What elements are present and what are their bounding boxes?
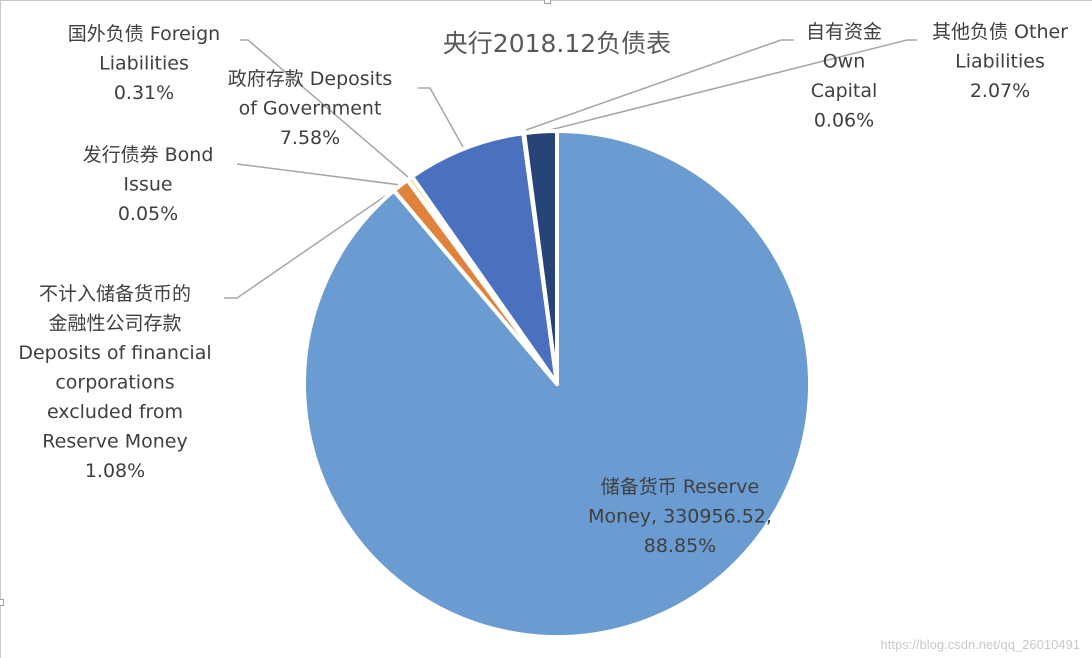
slice-label-1: 不计入储备货币的金融性公司存款 Deposits of financial corp…: [18, 283, 211, 482]
pie-slice-6[interactable]: [522, 129, 559, 386]
slice-label-line: excluded from: [47, 401, 183, 423]
slice-label-line: corporations: [55, 372, 174, 394]
slice-label-line: 储备货币 Reserve: [601, 476, 759, 498]
slice-label-line: 0.05%: [118, 203, 178, 225]
leader-line-5: [525, 39, 794, 131]
slice-label-line: 0.06%: [814, 110, 874, 132]
watermark: https://blog.csdn.net/qq_26010491: [880, 637, 1081, 652]
slice-label-5: 自有资金 Own Capital 0.06%: [806, 21, 882, 132]
slice-labels: 储备货币 Reserve Money, 330956.52, 88.85% 不计入储备…: [18, 21, 1068, 557]
slice-label-6: 其他负债 Other Liabilities 2.07%: [932, 21, 1068, 102]
slice-label-line: 政府存款 Deposits: [228, 68, 393, 90]
resize-handle-top[interactable]: [544, 0, 551, 4]
slice-label-line: Issue: [123, 174, 172, 196]
pie-slices: [302, 129, 812, 639]
slice-label-line: Capital: [811, 80, 878, 102]
leader-lines: [224, 39, 917, 299]
slice-label-line: Reserve Money: [42, 431, 187, 453]
slice-label-line: Liabilities: [99, 53, 189, 75]
slice-label-line: Liabilities: [955, 51, 1045, 73]
slice-label-line: of Government: [239, 98, 382, 120]
slice-label-3: 国外负债 Foreign Liabilities 0.31%: [68, 23, 220, 104]
resize-handle-left[interactable]: [0, 599, 4, 606]
slice-label-line: 国外负债 Foreign: [68, 23, 220, 45]
leader-line-4: [418, 87, 464, 148]
slice-label-4: 政府存款 Deposits of Government 7.58%: [228, 68, 393, 149]
leader-line-6: [549, 39, 917, 131]
slice-label-line: Own: [823, 51, 866, 73]
slice-label-0: 储备货币 Reserve Money, 330956.52, 88.85%: [588, 476, 772, 557]
slice-label-line: 0.31%: [114, 82, 174, 104]
slice-label-line: Money, 330956.52,: [588, 506, 772, 528]
slice-label-line: 不计入储备货币的: [39, 283, 191, 305]
slice-label-line: 其他负债 Other: [932, 21, 1068, 43]
slice-label-line: 1.08%: [85, 460, 145, 482]
pie-slice-4[interactable]: [410, 131, 559, 386]
leader-line-3: [240, 39, 409, 178]
slice-label-line: 金融性公司存款: [48, 313, 181, 335]
slice-label-2: 发行债券 Bond Issue 0.05%: [83, 144, 214, 225]
leader-line-1: [224, 189, 395, 299]
slice-label-line: 自有资金: [806, 21, 882, 43]
slice-label-line: 2.07%: [970, 80, 1030, 102]
slice-label-line: 发行债券 Bond: [83, 144, 214, 166]
slice-label-line: 7.58%: [280, 127, 340, 149]
slice-label-line: 88.85%: [644, 535, 716, 557]
leader-line-2: [236, 163, 402, 186]
chart-title: 央行2018.12负债表: [443, 29, 671, 58]
slice-label-line: Deposits of financial: [18, 342, 211, 364]
